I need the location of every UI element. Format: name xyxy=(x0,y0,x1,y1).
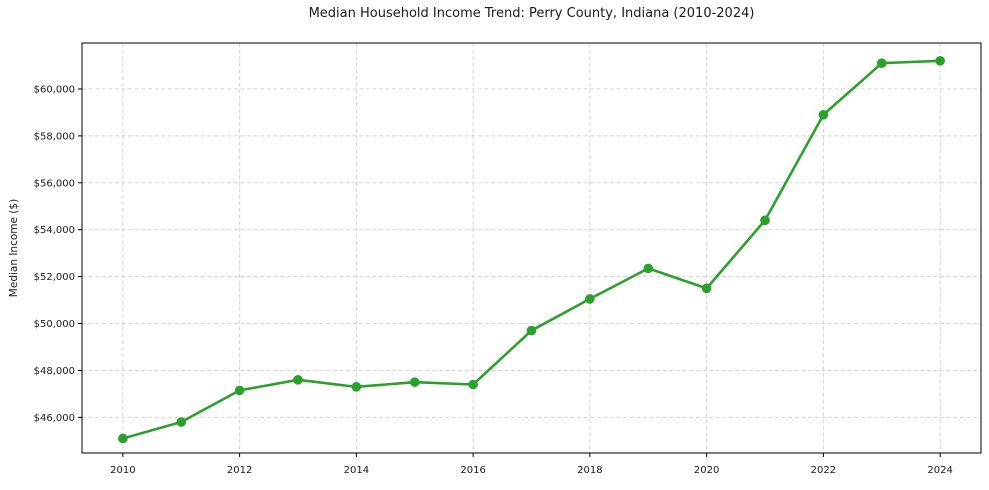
trend-line xyxy=(121,59,942,440)
y-tick-label: $52,000 xyxy=(34,272,75,283)
y-tick-label: $54,000 xyxy=(34,225,75,236)
x-tick-label: 2018 xyxy=(577,465,602,476)
x-tick-label: 2024 xyxy=(927,465,952,476)
data-point-2023 xyxy=(876,58,887,68)
x-tick-label: 2012 xyxy=(227,465,252,476)
y-tick-label: $46,000 xyxy=(34,413,75,424)
data-point-2018 xyxy=(585,294,595,304)
y-tick-label: $58,000 xyxy=(34,131,75,142)
data-point-2022 xyxy=(818,109,829,120)
data-point-2024 xyxy=(935,56,945,66)
x-tick-label: 2010 xyxy=(110,465,135,476)
data-point-2013 xyxy=(293,375,303,385)
x-tick-label: 2022 xyxy=(811,465,836,476)
y-tick-label: $60,000 xyxy=(34,84,75,95)
x-tick-label: 2020 xyxy=(694,465,719,476)
chart-title: Median Household Income Trend: Perry Cou… xyxy=(308,6,755,21)
y-tick-label: $48,000 xyxy=(34,366,75,377)
x-tick-label: 2016 xyxy=(460,465,485,476)
data-point-2015 xyxy=(409,377,420,387)
data-point-2019 xyxy=(643,263,654,274)
y-tick-label: $50,000 xyxy=(34,319,75,330)
y-tick-label: $56,000 xyxy=(34,178,75,189)
data-point-2016 xyxy=(468,379,478,390)
data-point-2021 xyxy=(760,215,770,226)
data-point-2010 xyxy=(118,433,128,444)
x-tick-label: 2014 xyxy=(344,465,369,476)
plot-border xyxy=(81,42,982,454)
data-point-2012 xyxy=(234,385,245,396)
data-point-2020 xyxy=(701,283,712,294)
data-point-2017 xyxy=(526,325,537,336)
data-point-2014 xyxy=(351,382,362,392)
data-point-2011 xyxy=(176,417,187,427)
